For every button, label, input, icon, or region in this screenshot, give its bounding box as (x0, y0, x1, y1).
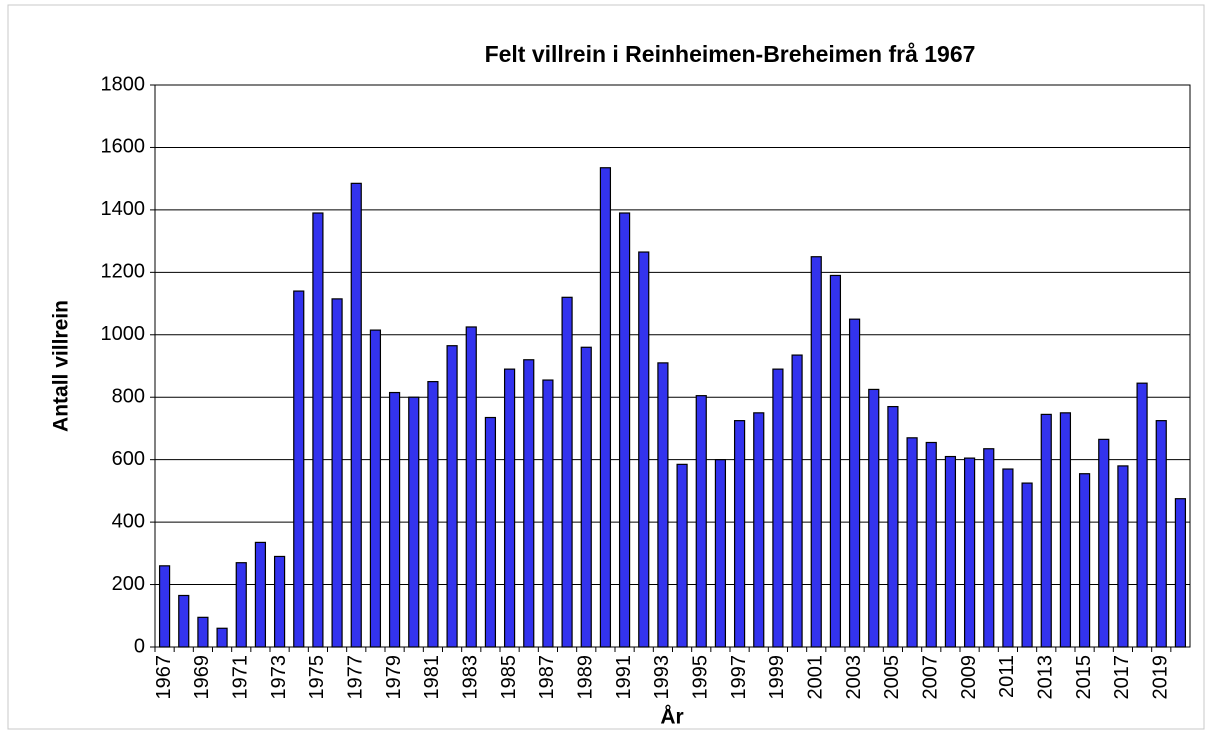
y-tick-label: 1800 (101, 73, 146, 95)
y-tick-label: 400 (112, 510, 145, 532)
bar (599, 167, 612, 648)
bar (791, 354, 803, 648)
x-tick-label: 1975 (306, 655, 328, 700)
x-tick-label: 2001 (805, 655, 827, 700)
bar (388, 391, 401, 648)
bar (695, 395, 707, 648)
bar (293, 290, 305, 648)
bar (944, 455, 957, 648)
bar (848, 318, 861, 648)
bar (657, 362, 669, 648)
x-tick-label: 1967 (153, 655, 175, 700)
bar (254, 541, 267, 648)
bar (542, 379, 554, 648)
bar (618, 212, 631, 648)
bar (235, 562, 247, 648)
bar (484, 416, 497, 648)
chart-title: Felt villrein i Reinheimen-Breheimen frå… (485, 41, 976, 67)
bar (925, 441, 937, 648)
x-tick-label: 1969 (191, 655, 213, 700)
bar (1136, 382, 1148, 648)
x-tick-label: 1993 (651, 655, 673, 700)
x-tick-label: 2011 (996, 655, 1018, 698)
bar (350, 182, 362, 648)
x-tick-label: 1977 (345, 655, 367, 700)
bar (312, 212, 324, 648)
plot-area (154, 84, 1191, 648)
bar (772, 368, 784, 648)
bar (1117, 465, 1129, 648)
x-tick-label: 1973 (268, 655, 290, 700)
bar (983, 448, 995, 648)
bar (887, 405, 899, 648)
bar (963, 457, 976, 648)
bar (408, 396, 420, 648)
x-tick-label: 2015 (1073, 655, 1095, 700)
bar (906, 437, 918, 648)
y-tick-label: 1000 (101, 323, 146, 345)
bar (829, 274, 842, 648)
bar (1002, 468, 1014, 648)
x-tick-label: 1983 (460, 655, 482, 700)
bar (1098, 438, 1110, 648)
bar (1021, 482, 1033, 648)
x-tick-label: 2009 (958, 655, 980, 700)
x-tick-label: 1981 (421, 655, 443, 700)
bar (503, 368, 516, 648)
x-tick-label: 1979 (383, 655, 405, 700)
bar (178, 594, 190, 648)
y-tick-label: 200 (112, 573, 145, 595)
bar (331, 298, 343, 648)
bar (273, 555, 286, 648)
x-tick-label: 1991 (613, 655, 635, 700)
x-tick-label: 1997 (728, 655, 750, 700)
x-tick-label: 1999 (766, 655, 788, 700)
x-tick-label: 2005 (881, 655, 903, 700)
bar (197, 616, 209, 648)
x-axis-label: År (660, 705, 683, 729)
x-tick-label: 1989 (575, 655, 597, 700)
bar (427, 381, 439, 648)
y-tick-label: 800 (112, 386, 145, 408)
bar (1040, 413, 1052, 648)
bar (580, 346, 592, 648)
x-tick-label: 1971 (230, 655, 252, 700)
y-tick-label: 600 (112, 448, 145, 470)
x-tick-label: 2019 (1150, 655, 1172, 700)
bar (1155, 420, 1167, 648)
bar (216, 627, 228, 648)
bar (676, 463, 688, 648)
bar (369, 329, 382, 648)
y-tick-label: 0 (134, 635, 145, 657)
chart-frame (7, 4, 1205, 730)
x-tick-label: 2017 (1111, 655, 1133, 700)
bar (158, 565, 171, 648)
x-tick-label: 1987 (536, 655, 558, 700)
x-tick-label: 1985 (498, 655, 520, 700)
y-tick-label: 1600 (101, 136, 146, 158)
x-tick-label: 2007 (920, 655, 942, 700)
bar (523, 359, 535, 648)
bar (1059, 412, 1072, 648)
bar (714, 459, 727, 648)
bar (753, 412, 765, 648)
bar (733, 420, 746, 648)
bar (1174, 498, 1187, 648)
y-tick-label: 1200 (101, 261, 146, 283)
bar (561, 296, 573, 648)
bar (638, 251, 650, 648)
x-tick-label: 2003 (843, 655, 865, 700)
x-tick-label: 1995 (690, 655, 712, 700)
x-tick-label: 2013 (1035, 655, 1057, 700)
y-axis-label: Antall villrein (50, 300, 73, 432)
bar (446, 345, 458, 648)
bar (810, 256, 822, 648)
y-tick-label: 1400 (101, 198, 146, 220)
bar (465, 326, 477, 648)
bar (1078, 473, 1091, 648)
bar (868, 388, 880, 648)
